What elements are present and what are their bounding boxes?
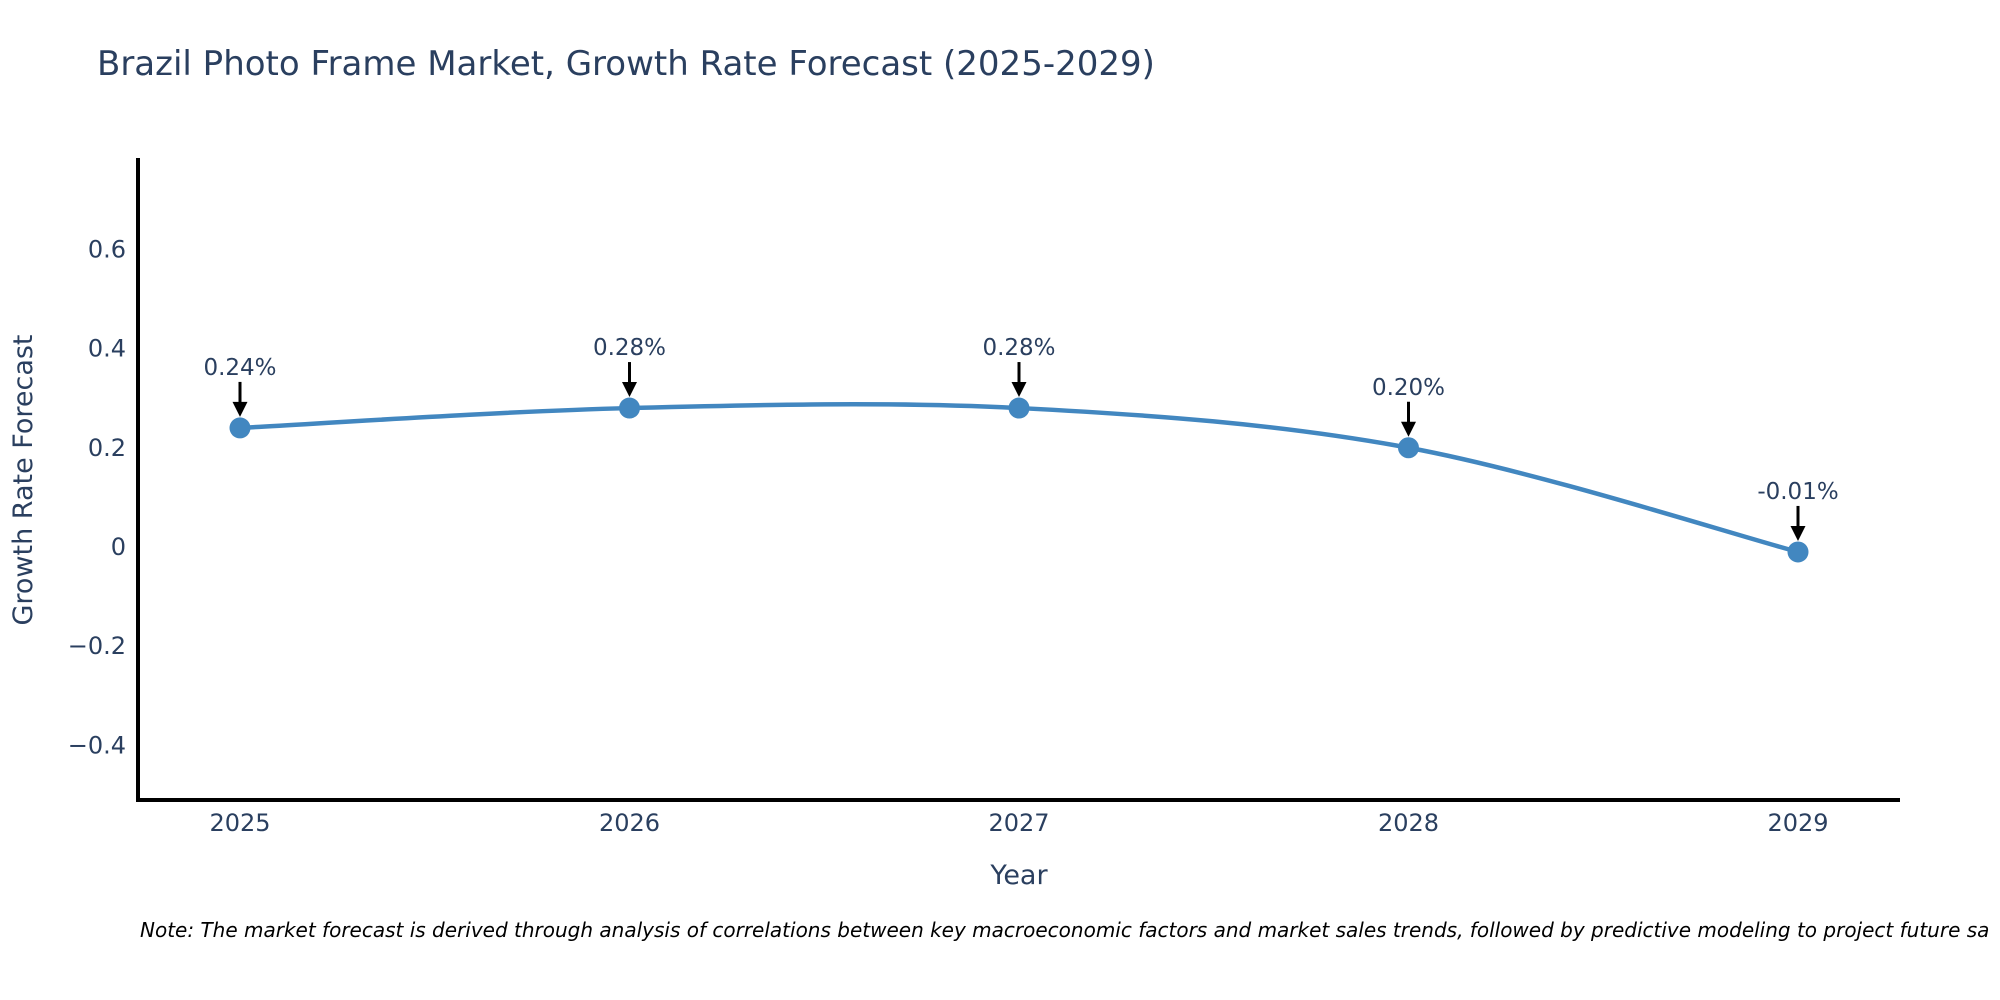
y-tick-label: 0.2 [88, 434, 126, 462]
annotation-arrowhead-icon [1401, 421, 1416, 437]
y-tick-label: −0.4 [68, 731, 126, 759]
data-point[interactable] [1398, 437, 1419, 459]
data-point-label: 0.28% [593, 335, 666, 361]
annotation-arrowhead-icon [232, 401, 248, 417]
data-point[interactable] [1787, 541, 1809, 563]
y-axis-title: Growth Rate Forecast [8, 334, 39, 625]
annotation-arrowhead-icon [1011, 382, 1027, 398]
data-point[interactable] [619, 397, 640, 419]
x-axis-title: Year [989, 860, 1048, 891]
annotation-arrowhead-icon [622, 382, 637, 398]
data-point-label: -0.01% [1757, 479, 1838, 505]
x-tick-label: 2025 [209, 809, 270, 837]
data-point-label: 0.24% [203, 355, 276, 381]
y-tick-label: 0 [111, 533, 126, 561]
x-tick-label: 2028 [1378, 809, 1439, 837]
forecast-line [237, 402, 1801, 555]
annotation-arrowhead-icon [1790, 525, 1806, 541]
data-point-label: 0.28% [982, 335, 1055, 361]
data-point[interactable] [1008, 397, 1030, 419]
footnote: Note: The market forecast is derived thr… [140, 918, 1990, 942]
chart-title: Brazil Photo Frame Market, Growth Rate F… [97, 44, 1155, 84]
data-point[interactable] [229, 417, 251, 439]
data-point-label: 0.20% [1372, 375, 1445, 401]
y-tick-label: 0.6 [88, 235, 126, 263]
y-tick-label: 0.4 [88, 335, 126, 363]
x-tick-label: 2029 [1767, 809, 1828, 837]
x-tick-label: 2027 [988, 809, 1049, 837]
x-tick-label: 2026 [599, 809, 660, 837]
y-tick-label: −0.2 [68, 632, 126, 660]
